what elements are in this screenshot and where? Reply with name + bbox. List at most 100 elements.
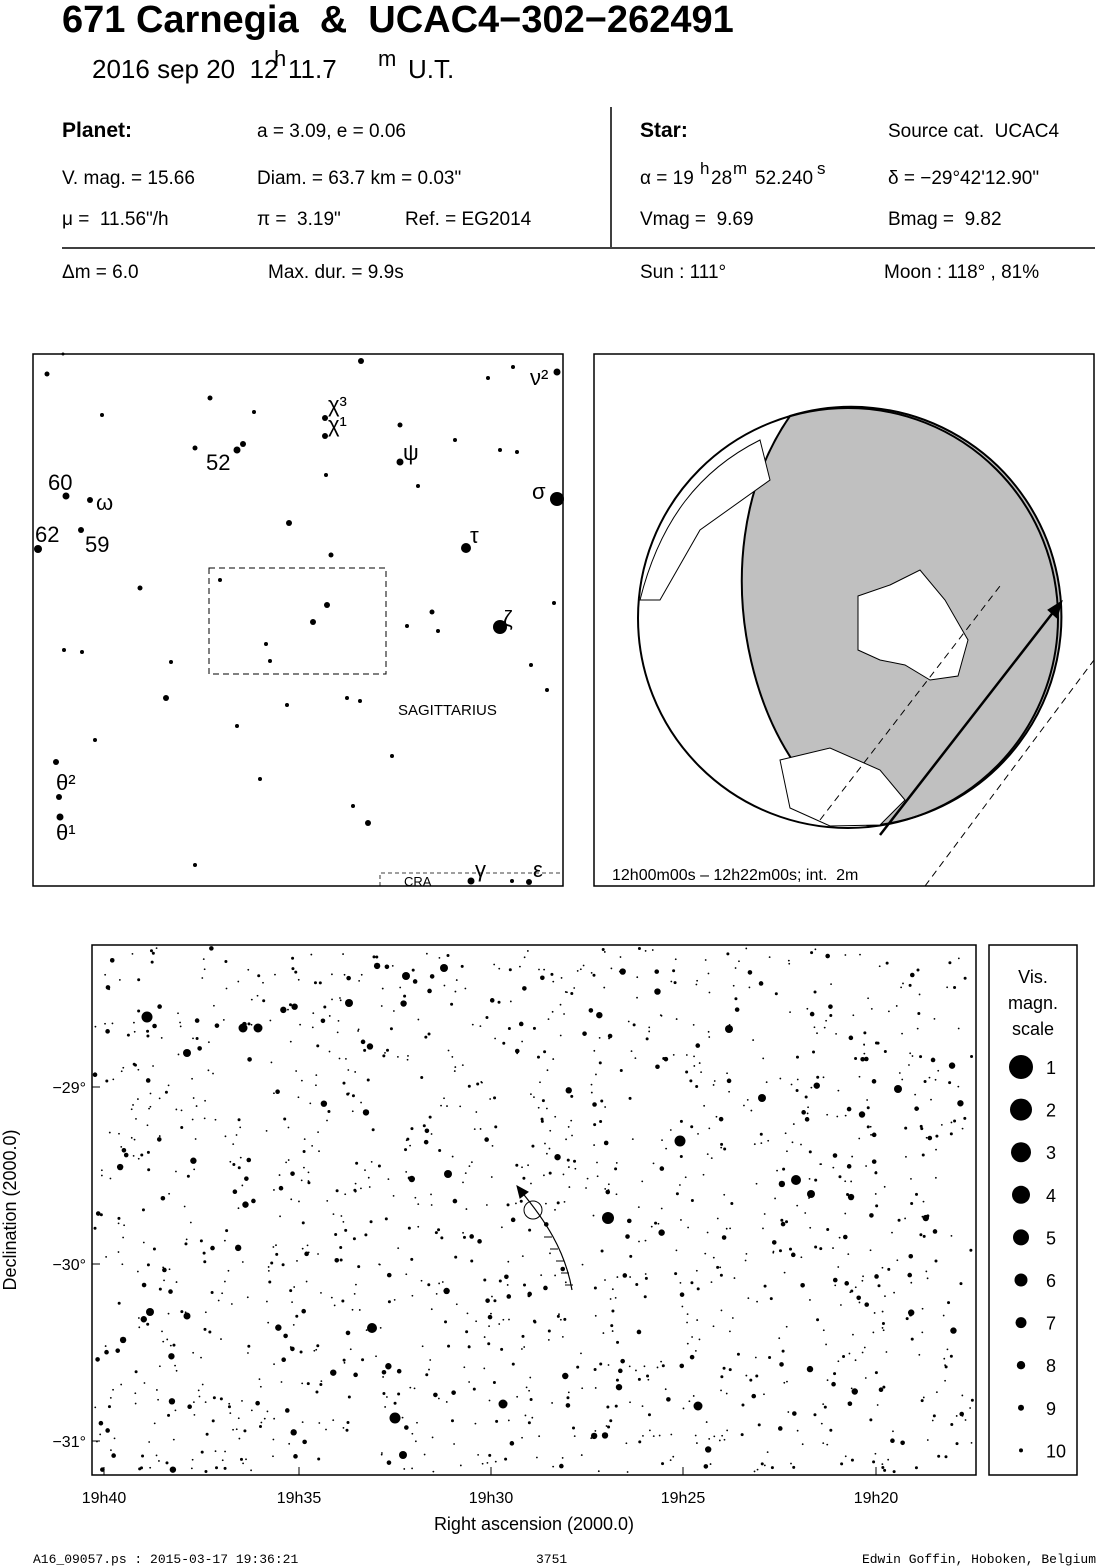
star-label: 60 — [48, 470, 72, 495]
star — [790, 1462, 792, 1465]
star — [511, 365, 515, 369]
star — [177, 1053, 180, 1056]
star — [328, 552, 334, 558]
star — [693, 1055, 695, 1058]
star — [299, 1023, 302, 1026]
star — [175, 1369, 178, 1372]
star — [760, 1142, 763, 1145]
star — [567, 1391, 570, 1394]
star — [890, 1438, 895, 1443]
star — [304, 1251, 309, 1257]
star — [338, 1057, 341, 1060]
star — [475, 1320, 478, 1323]
star — [203, 1260, 207, 1264]
field: δ = −29°42'12.90" — [888, 168, 1039, 189]
star — [404, 1425, 409, 1430]
star-label: ζ — [503, 606, 513, 631]
star — [112, 1078, 115, 1081]
star — [871, 1079, 877, 1084]
star — [652, 1162, 655, 1165]
star — [275, 1252, 279, 1256]
star — [301, 1421, 304, 1423]
star — [361, 1358, 365, 1362]
star — [252, 410, 256, 414]
star — [219, 1397, 223, 1401]
occultation-path — [516, 1185, 573, 1291]
star — [183, 1312, 191, 1320]
star — [506, 1294, 512, 1299]
star — [825, 1019, 828, 1022]
star — [592, 1102, 597, 1107]
star — [44, 371, 50, 377]
star — [295, 1314, 299, 1318]
star — [704, 959, 707, 961]
star — [636, 996, 638, 999]
star — [191, 1118, 194, 1121]
star — [559, 1034, 562, 1037]
legend-title: Vis. — [1018, 967, 1048, 987]
star — [883, 1185, 886, 1188]
star — [130, 1136, 133, 1139]
star — [599, 1362, 603, 1366]
star — [863, 1346, 866, 1349]
star — [349, 1348, 352, 1351]
star — [273, 1363, 275, 1366]
star — [543, 1174, 545, 1177]
star — [464, 1172, 467, 1175]
star — [515, 1202, 517, 1205]
star — [907, 1309, 915, 1316]
star — [760, 1462, 764, 1466]
star — [851, 1155, 854, 1158]
star — [796, 1204, 799, 1207]
star — [223, 1466, 227, 1470]
star — [385, 1363, 392, 1370]
star — [792, 1411, 797, 1416]
star — [275, 1089, 280, 1095]
star — [692, 1395, 695, 1397]
star — [462, 1231, 464, 1234]
star — [785, 1220, 789, 1224]
star — [247, 968, 250, 971]
star — [121, 1263, 124, 1266]
star — [166, 1338, 169, 1341]
star — [563, 1200, 566, 1203]
star — [774, 992, 778, 996]
star — [763, 1284, 767, 1288]
shape — [779, 747, 906, 827]
star — [806, 1365, 814, 1373]
legend-dot — [1010, 1098, 1032, 1121]
star — [190, 1467, 193, 1470]
star — [921, 1331, 924, 1334]
star — [955, 1442, 959, 1446]
star — [709, 1463, 712, 1465]
star — [403, 994, 407, 998]
star — [143, 1382, 146, 1384]
star — [832, 1166, 835, 1169]
star — [530, 1182, 532, 1185]
star — [253, 1023, 263, 1033]
star — [695, 1043, 701, 1048]
star — [637, 1377, 641, 1381]
star — [272, 1438, 275, 1441]
star — [232, 1143, 235, 1146]
star — [566, 991, 568, 994]
star — [339, 1258, 343, 1262]
star — [453, 438, 457, 442]
star — [902, 982, 904, 985]
star — [354, 1182, 357, 1185]
star — [363, 1048, 367, 1052]
star — [911, 1055, 914, 1057]
star — [215, 1466, 219, 1470]
star — [786, 1150, 788, 1153]
star — [686, 1321, 688, 1324]
star — [386, 1272, 392, 1278]
star — [117, 1216, 121, 1220]
star — [540, 1119, 544, 1123]
star — [162, 1267, 167, 1273]
star — [674, 958, 677, 961]
star — [287, 1159, 290, 1161]
star — [910, 1178, 912, 1180]
star — [288, 1442, 291, 1445]
star — [407, 1226, 411, 1230]
